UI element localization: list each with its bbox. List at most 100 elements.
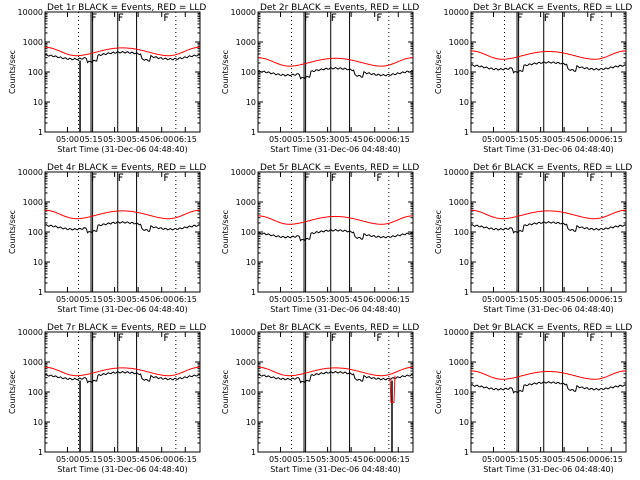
events-series-line	[44, 50, 201, 64]
x-tick-label: 06:00	[576, 455, 599, 464]
y-tick-label: 10	[246, 98, 256, 107]
panel-title: Det 3r BLACK = Events, RED = LLD	[473, 3, 632, 13]
detector-panel: Det 2r BLACK = Events, RED = LLD 1 10 100 10…	[221, 3, 419, 154]
panel-title: Det 5r BLACK = Events, RED = LLD	[260, 163, 419, 173]
flag-marker	[92, 13, 97, 21]
x-tick-label: 05:30	[103, 295, 126, 304]
plot-frame	[44, 11, 201, 133]
x-axis-label: Start Time (31-Dec-06 04:48:40)	[57, 305, 188, 314]
x-tick-label: 05:45	[553, 295, 576, 304]
x-tick-label: 06:15	[600, 455, 623, 464]
x-tick-label: 05:00	[56, 295, 79, 304]
x-tick-label: 06:15	[174, 135, 197, 144]
plot-frame	[257, 331, 414, 453]
x-tick-label: 06:00	[150, 135, 173, 144]
panel-title: Det 4r BLACK = Events, RED = LLD	[47, 163, 206, 173]
y-tick-label: 100	[454, 388, 469, 397]
events-series-line	[257, 370, 414, 384]
lld-series-line	[258, 57, 413, 67]
x-tick-label: 06:00	[363, 135, 386, 144]
y-tick-label: 10000	[18, 328, 43, 337]
y-tick-label: 1	[464, 448, 469, 457]
x-tick-label: 06:00	[363, 295, 386, 304]
flag-marker	[331, 13, 337, 21]
flag-marker	[518, 13, 523, 21]
flag-marker	[377, 173, 382, 181]
flag-marker	[377, 13, 382, 21]
x-tick-label: 06:15	[600, 295, 623, 304]
x-axis-label: Start Time (31-Dec-06 04:48:40)	[57, 145, 188, 154]
y-tick-label: 10	[246, 418, 256, 427]
x-tick-label: 05:00	[482, 295, 505, 304]
flag-marker	[164, 173, 169, 181]
y-tick-label: 100	[241, 68, 256, 77]
y-tick-label: 100	[241, 388, 256, 397]
x-tick-label: 05:30	[103, 455, 126, 464]
x-tick-label: 06:15	[387, 455, 410, 464]
y-axis-label: Counts/sec	[8, 50, 17, 94]
x-tick-label: 05:00	[56, 135, 79, 144]
events-series-line	[44, 220, 201, 234]
panel-title: Det 8r BLACK = Events, RED = LLD	[260, 323, 419, 333]
x-tick-label: 05:00	[482, 455, 505, 464]
y-tick-label: 1	[251, 288, 256, 297]
flag-marker	[331, 333, 337, 341]
y-tick-label: 1000	[449, 358, 469, 367]
y-tick-label: 1000	[449, 198, 469, 207]
y-tick-label: 1	[251, 128, 256, 137]
x-tick-label: 05:45	[553, 135, 576, 144]
flag-marker	[544, 173, 550, 181]
flag-marker	[305, 173, 310, 181]
flag-marker	[92, 173, 97, 181]
x-axis-label: Start Time (31-Dec-06 04:48:40)	[270, 145, 401, 154]
y-tick-label: 1000	[23, 198, 43, 207]
x-tick-label: 05:30	[316, 455, 339, 464]
flag-marker	[544, 333, 550, 341]
x-tick-label: 05:30	[529, 455, 552, 464]
plot-frame	[257, 171, 414, 293]
x-tick-label: 05:15	[80, 455, 103, 464]
y-axis-label: Counts/sec	[434, 370, 443, 414]
lld-series-line	[45, 366, 200, 377]
flag-marker	[518, 173, 523, 181]
y-tick-label: 10000	[444, 328, 469, 337]
x-tick-label: 06:00	[576, 295, 599, 304]
plot-frame	[44, 331, 201, 453]
x-tick-label: 05:00	[56, 455, 79, 464]
x-tick-label: 05:15	[506, 455, 529, 464]
x-tick-label: 05:30	[103, 135, 126, 144]
flag-marker	[518, 333, 523, 341]
y-tick-label: 10	[459, 258, 469, 267]
flag-marker	[305, 13, 310, 21]
x-tick-label: 05:15	[80, 135, 103, 144]
flag-marker	[590, 173, 595, 181]
plot-frame	[470, 171, 627, 293]
y-tick-label: 1000	[449, 38, 469, 47]
panel-title: Det 9r BLACK = Events, RED = LLD	[473, 323, 632, 333]
y-tick-label: 1	[251, 448, 256, 457]
flag-marker	[118, 173, 124, 181]
events-series-line	[44, 370, 201, 384]
x-tick-label: 05:30	[316, 135, 339, 144]
y-tick-label: 100	[28, 388, 43, 397]
panel-title: Det 1r BLACK = Events, RED = LLD	[47, 3, 206, 13]
x-axis-label: Start Time (31-Dec-06 04:48:40)	[57, 465, 188, 474]
x-tick-label: 05:30	[529, 135, 552, 144]
detector-panel: Det 1r BLACK = Events, RED = LLD 1 10 100 10…	[8, 3, 206, 154]
x-tick-label: 05:45	[340, 295, 363, 304]
y-tick-label: 1000	[23, 358, 43, 367]
flag-marker	[164, 13, 169, 21]
x-axis-label: Start Time (31-Dec-06 04:48:40)	[483, 465, 614, 474]
y-axis-label: Counts/sec	[221, 50, 230, 94]
y-tick-label: 1000	[23, 38, 43, 47]
detector-panel: Det 7r BLACK = Events, RED = LLD 1 10 100 10…	[8, 323, 206, 474]
detector-panel: Det 5r BLACK = Events, RED = LLD 1 10 100 10…	[221, 163, 419, 314]
events-series-line	[257, 66, 414, 80]
x-tick-label: 05:30	[316, 295, 339, 304]
x-tick-label: 06:00	[150, 455, 173, 464]
flag-marker	[118, 13, 124, 21]
events-series-line	[257, 228, 414, 242]
y-axis-label: Counts/sec	[434, 50, 443, 94]
x-tick-label: 06:00	[150, 295, 173, 304]
